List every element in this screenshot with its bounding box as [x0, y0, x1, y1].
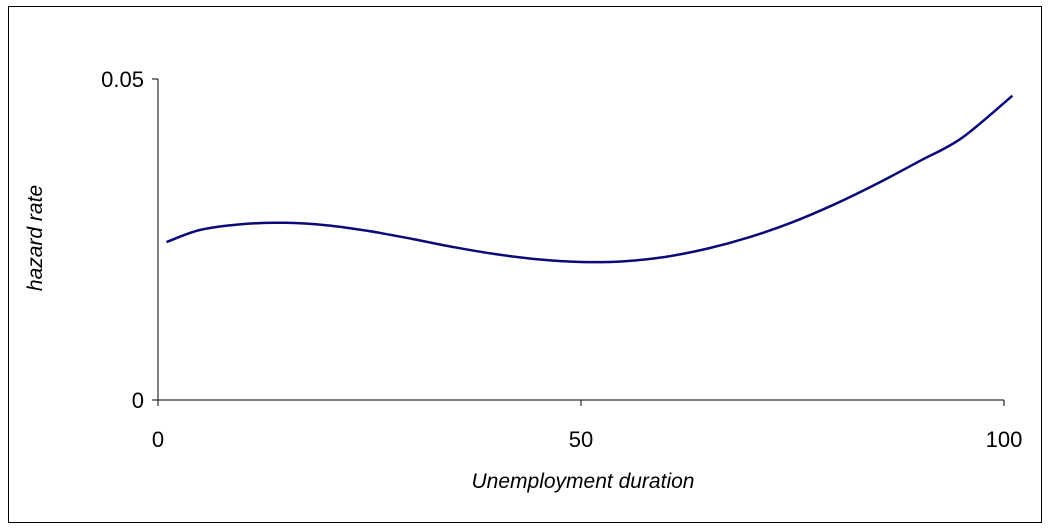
y-tick-label: 0.05 [101, 67, 144, 92]
y-axis-title: hazard rate [24, 185, 47, 291]
x-tick-label: 0 [152, 427, 164, 452]
x-tick-label: 100 [986, 427, 1023, 452]
plot-area [166, 94, 1014, 264]
y-tick-label: 0 [132, 388, 144, 413]
ticks: 0 0.05 0 50 100 [101, 67, 1022, 452]
axes [157, 79, 1004, 401]
chart-frame [8, 6, 1042, 523]
x-tick-label: 50 [569, 427, 593, 452]
hazard-rate-line [166, 94, 1014, 264]
x-axis-title: Unemployment duration [472, 470, 695, 493]
